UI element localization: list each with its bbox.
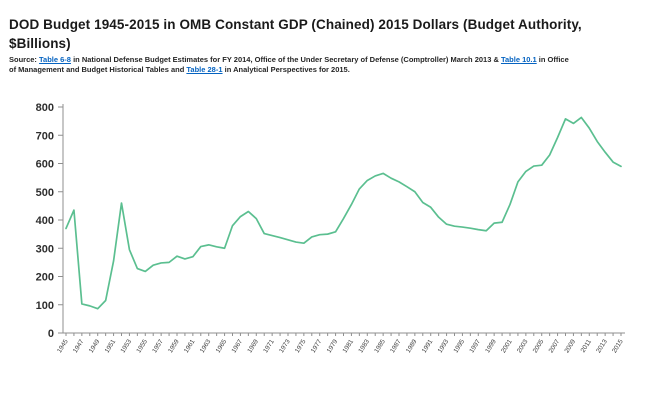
source-link-table-28-1[interactable]: Table 28-1 (186, 65, 223, 74)
x-tick-label: 1997 (468, 338, 482, 354)
x-tick-label: 2015 (611, 338, 625, 354)
x-tick-label: 1985 (373, 338, 387, 354)
x-tick-label: 2011 (580, 338, 594, 354)
source-text-1: in National Defense Budget Estimates for… (70, 55, 501, 64)
x-tick-label: 1953 (120, 338, 134, 354)
budget-line (65, 116, 622, 310)
y-tick-label: 400 (36, 215, 54, 227)
source-text-3: in Analytical Perspectives for 2015. (222, 65, 350, 74)
x-tick-label: 2003 (516, 338, 530, 354)
x-tick-label: 1967 (231, 338, 245, 354)
x-tick-label: 1957 (151, 338, 165, 354)
x-tick-label: 1961 (183, 338, 197, 354)
y-tick-label: 100 (36, 300, 54, 312)
x-tick-label: 1993 (437, 338, 451, 354)
x-tick-label: 1947 (72, 338, 86, 354)
x-tick-label: 2013 (595, 338, 609, 354)
x-tick-label: 1995 (453, 338, 467, 354)
x-tick-label: 1991 (421, 338, 435, 354)
x-tick-label: 1981 (342, 338, 356, 354)
x-tick-label: 1989 (405, 338, 419, 354)
x-tick-label: 2007 (548, 338, 562, 354)
x-tick-label: 1983 (357, 338, 371, 354)
chart-title: DOD Budget 1945-2015 in OMB Constant GDP… (9, 17, 582, 51)
x-tick-label: 1949 (88, 338, 102, 354)
y-tick-label: 0 (48, 328, 54, 340)
x-tick-label: 1969 (246, 338, 260, 354)
x-tick-label: 1955 (135, 338, 149, 354)
x-tick-label: 2005 (532, 338, 546, 354)
x-tick-label: 1973 (278, 338, 292, 354)
x-tick-label: 1987 (389, 338, 403, 354)
x-tick-label: 1945 (56, 338, 70, 354)
y-tick-label: 500 (36, 187, 54, 199)
y-tick-label: 800 (36, 102, 54, 114)
source-text-2: in Office of Management and Budget Histo… (9, 55, 569, 74)
y-tick-label: 600 (36, 159, 54, 171)
x-tick-label: 1959 (167, 338, 181, 354)
x-tick-label: 1965 (215, 338, 229, 354)
y-tick-label: 300 (36, 243, 54, 255)
y-tick-label: 700 (36, 130, 54, 142)
x-tick-label: 1971 (262, 338, 276, 354)
x-tick-label: 1979 (326, 338, 340, 354)
y-tick-label: 200 (36, 272, 54, 284)
x-tick-label: 1963 (199, 338, 213, 354)
x-tick-label: 1999 (484, 338, 498, 354)
x-tick-label: 2009 (564, 338, 578, 354)
x-tick-label: 1975 (294, 338, 308, 354)
x-tick-label: 1951 (104, 338, 118, 354)
source-link-table-10-1[interactable]: Table 10.1 (500, 55, 537, 64)
source-note: Source: Table 6-8 in National Defense Bu… (9, 55, 577, 75)
x-tick-label: 2001 (500, 338, 514, 354)
x-tick-label: 1977 (310, 338, 324, 354)
source-link-table-6-8[interactable]: Table 6-8 (39, 55, 71, 64)
source-prefix: Source: (9, 55, 40, 64)
